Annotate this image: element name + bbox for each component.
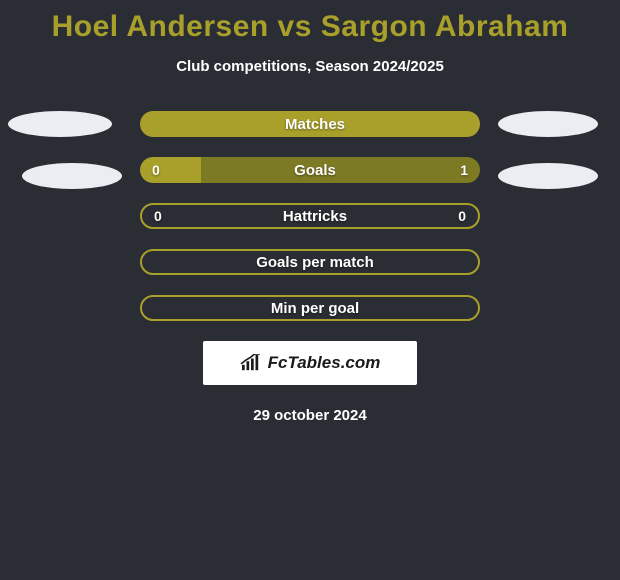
stat-row-gpm: Goals per match [140, 249, 480, 275]
player-left-avatar-placeholder-2 [22, 163, 122, 189]
page-title: Hoel Andersen vs Sargon Abraham [0, 0, 620, 44]
source-logo: FcTables.com [203, 341, 417, 385]
stat-row-matches: Matches [140, 111, 480, 137]
player-right-avatar-placeholder-1 [498, 111, 598, 137]
stat-row-goals-right-value: 1 [460, 157, 468, 183]
chart-icon [240, 354, 262, 372]
stat-bars: MatchesGoals01Hattricks00Goals per match… [140, 111, 480, 321]
stat-row-hattricks-label: Hattricks [142, 205, 478, 227]
stat-row-hattricks: Hattricks0 0 [140, 203, 480, 229]
stat-row-hattricks-right-value: 0 [458, 205, 466, 227]
stat-row-hattricks-left-value: 0 [154, 205, 162, 227]
player-left-avatar-placeholder-1 [8, 111, 112, 137]
stat-row-goals-label: Goals [140, 157, 480, 183]
stat-row-matches-label: Matches [140, 111, 480, 137]
player-right-avatar-placeholder-2 [498, 163, 598, 189]
stat-row-goals-left-value: 0 [152, 157, 160, 183]
source-logo-text: FcTables.com [268, 353, 381, 373]
page-subtitle: Club competitions, Season 2024/2025 [0, 58, 620, 75]
stat-row-goals: Goals0 1 [140, 157, 480, 183]
snapshot-date: 29 october 2024 [0, 407, 620, 424]
stat-row-mpg: Min per goal [140, 295, 480, 321]
stat-row-mpg-label: Min per goal [142, 297, 478, 319]
comparison-content: MatchesGoals01Hattricks00Goals per match… [0, 111, 620, 424]
stat-row-gpm-label: Goals per match [142, 251, 478, 273]
